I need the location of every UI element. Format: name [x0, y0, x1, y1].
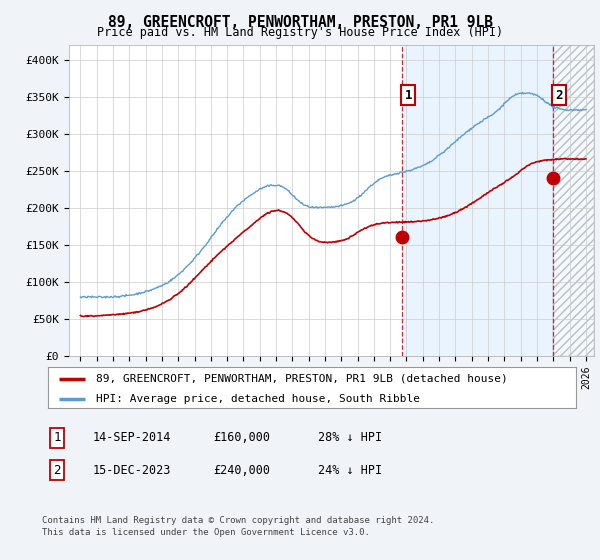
Bar: [553, 45, 594, 356]
Text: 1: 1: [404, 88, 412, 101]
Text: 24% ↓ HPI: 24% ↓ HPI: [318, 464, 382, 477]
Text: Contains HM Land Registry data © Crown copyright and database right 2024.
This d: Contains HM Land Registry data © Crown c…: [42, 516, 434, 537]
Text: 1: 1: [53, 431, 61, 445]
Text: 14-SEP-2014: 14-SEP-2014: [93, 431, 172, 445]
Text: HPI: Average price, detached house, South Ribble: HPI: Average price, detached house, Sout…: [95, 394, 419, 404]
Text: 2: 2: [53, 464, 61, 477]
Bar: [402, 45, 553, 356]
Text: 15-DEC-2023: 15-DEC-2023: [93, 464, 172, 477]
Text: £240,000: £240,000: [213, 464, 270, 477]
Text: 2: 2: [556, 88, 563, 101]
Text: £160,000: £160,000: [213, 431, 270, 445]
Text: 89, GREENCROFT, PENWORTHAM, PRESTON, PR1 9LB: 89, GREENCROFT, PENWORTHAM, PRESTON, PR1…: [107, 15, 493, 30]
Text: 28% ↓ HPI: 28% ↓ HPI: [318, 431, 382, 445]
Text: Price paid vs. HM Land Registry's House Price Index (HPI): Price paid vs. HM Land Registry's House …: [97, 26, 503, 39]
Bar: [553, 45, 594, 356]
Text: 89, GREENCROFT, PENWORTHAM, PRESTON, PR1 9LB (detached house): 89, GREENCROFT, PENWORTHAM, PRESTON, PR1…: [95, 374, 507, 384]
